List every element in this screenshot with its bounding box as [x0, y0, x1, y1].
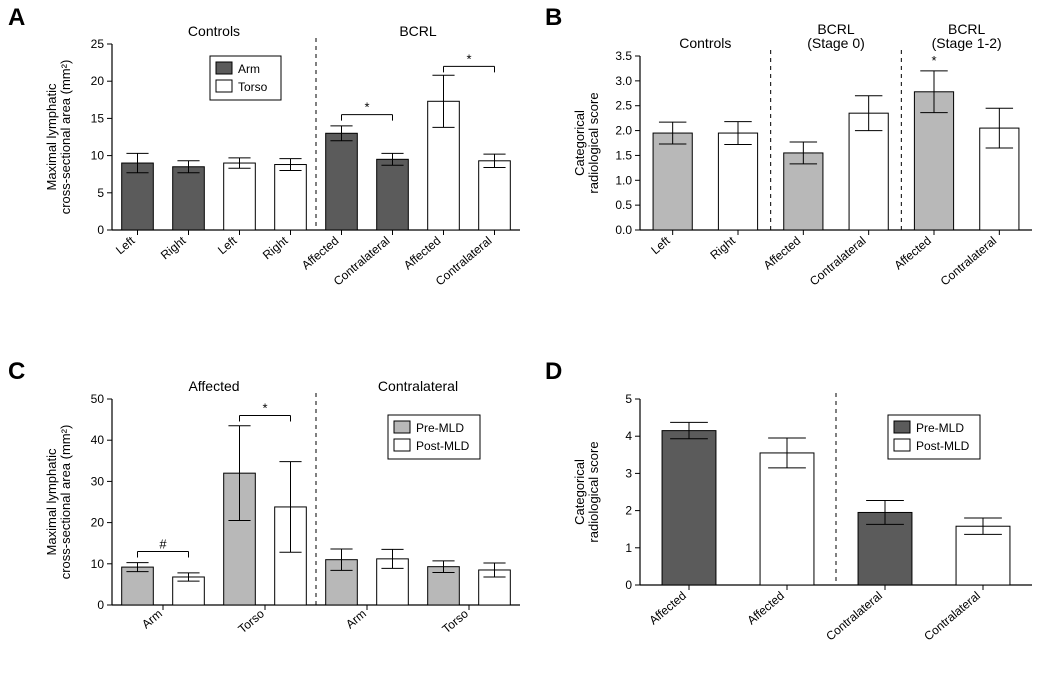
- svg-text:radiological score: radiological score: [586, 441, 601, 542]
- svg-text:0: 0: [97, 223, 104, 237]
- svg-text:Contralateral: Contralateral: [823, 589, 885, 644]
- panel-c-chart: 0 10 20 30 40 50 Maximal lymphaticcross-sectio…: [40, 365, 530, 695]
- svg-text:*: *: [364, 100, 369, 115]
- svg-text:cross-sectional area (mm²): cross-sectional area (mm²): [58, 60, 73, 215]
- svg-text:Arm: Arm: [343, 607, 369, 632]
- panel-b-label: B: [545, 4, 562, 32]
- svg-text:Affected: Affected: [299, 234, 342, 273]
- svg-text:Affected: Affected: [188, 378, 239, 394]
- panel-a-label: A: [8, 4, 25, 32]
- panel-a-chart: 0 5 10 15 20 25 Maximal lymphaticcross-section…: [40, 10, 530, 340]
- svg-text:3.0: 3.0: [615, 74, 632, 88]
- svg-text:Right: Right: [260, 233, 291, 262]
- svg-text:4: 4: [625, 429, 632, 443]
- svg-text:Controls: Controls: [188, 23, 240, 39]
- svg-text:Affected: Affected: [401, 234, 444, 273]
- svg-text:Left: Left: [648, 233, 673, 257]
- svg-text:Categorical: Categorical: [572, 110, 587, 176]
- svg-text:Post-MLD: Post-MLD: [416, 439, 470, 453]
- svg-text:*: *: [931, 53, 936, 68]
- svg-text:0: 0: [625, 578, 632, 592]
- svg-text:0.5: 0.5: [615, 198, 632, 212]
- svg-text:Left: Left: [113, 233, 138, 257]
- svg-text:2.5: 2.5: [615, 99, 632, 113]
- svg-text:3.5: 3.5: [615, 49, 632, 63]
- svg-text:Affected: Affected: [744, 589, 787, 628]
- svg-text:Contralateral: Contralateral: [433, 234, 495, 289]
- svg-text:Categorical: Categorical: [572, 459, 587, 525]
- svg-text:Maximal lymphatic: Maximal lymphatic: [44, 448, 59, 555]
- svg-text:Pre-MLD: Pre-MLD: [916, 421, 964, 435]
- svg-text:Contralateral: Contralateral: [807, 234, 869, 289]
- svg-text:Pre-MLD: Pre-MLD: [416, 421, 464, 435]
- svg-text:1.5: 1.5: [615, 148, 632, 162]
- svg-text:Contralateral: Contralateral: [938, 234, 1000, 289]
- svg-text:Arm: Arm: [238, 62, 260, 76]
- svg-text:Affected: Affected: [646, 589, 689, 628]
- svg-text:Contralateral: Contralateral: [378, 378, 458, 394]
- svg-text:2.0: 2.0: [615, 124, 632, 138]
- svg-text:0: 0: [97, 598, 104, 612]
- svg-text:Contralateral: Contralateral: [331, 234, 393, 289]
- panel-d-chart: 0 1 2 3 4 5 Categoricalradiological score Affec…: [570, 365, 1040, 695]
- svg-text:10: 10: [91, 149, 105, 163]
- svg-text:Maximal lymphatic: Maximal lymphatic: [44, 83, 59, 190]
- panel-d-label: D: [545, 358, 562, 386]
- panel-b-chart: 0.0 0.5 1.0 1.5 2.0 2.5 3.0 3.5 Categoricalradio…: [570, 10, 1040, 340]
- svg-text:Affected: Affected: [891, 234, 934, 273]
- svg-text:15: 15: [91, 111, 105, 125]
- svg-text:(Stage 1-2): (Stage 1-2): [932, 35, 1002, 51]
- panel-c-label: C: [8, 358, 25, 386]
- svg-text:10: 10: [91, 557, 105, 571]
- svg-text:30: 30: [91, 474, 105, 488]
- svg-text:Post-MLD: Post-MLD: [916, 439, 970, 453]
- svg-text:*: *: [262, 400, 267, 415]
- svg-text:Torso: Torso: [235, 606, 267, 636]
- svg-text:Affected: Affected: [761, 234, 804, 273]
- svg-text:1: 1: [625, 541, 632, 555]
- svg-text:cross-sectional area (mm²): cross-sectional area (mm²): [58, 425, 73, 580]
- svg-text:BCRL: BCRL: [399, 23, 437, 39]
- svg-text:0.0: 0.0: [615, 223, 632, 237]
- figure-root: A B C D 0510152025Maximal lymphaticcross…: [0, 0, 1050, 700]
- svg-text:1.0: 1.0: [615, 173, 632, 187]
- svg-text:40: 40: [91, 433, 105, 447]
- svg-text:Torso: Torso: [439, 606, 471, 636]
- svg-text:2: 2: [625, 504, 632, 518]
- svg-text:Controls: Controls: [679, 35, 731, 51]
- svg-text:radiological score: radiological score: [586, 92, 601, 193]
- svg-text:5: 5: [97, 186, 104, 200]
- svg-text:5: 5: [625, 392, 632, 406]
- svg-text:#: #: [159, 536, 167, 551]
- svg-text:Arm: Arm: [139, 607, 165, 632]
- svg-text:3: 3: [625, 466, 632, 480]
- svg-text:*: *: [466, 51, 471, 66]
- svg-text:Left: Left: [215, 233, 240, 257]
- svg-text:(Stage 0): (Stage 0): [807, 35, 865, 51]
- svg-text:20: 20: [91, 74, 105, 88]
- svg-text:20: 20: [91, 516, 105, 530]
- svg-text:Torso: Torso: [238, 80, 268, 94]
- svg-text:50: 50: [91, 392, 105, 406]
- svg-text:Right: Right: [707, 233, 738, 262]
- svg-text:25: 25: [91, 37, 105, 51]
- svg-text:Right: Right: [158, 233, 189, 262]
- svg-text:Contralateral: Contralateral: [921, 589, 983, 644]
